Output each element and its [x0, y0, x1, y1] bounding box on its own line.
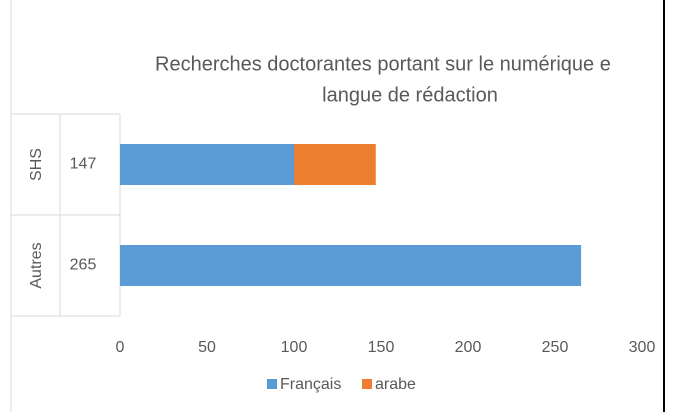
legend-label: Français	[280, 376, 341, 393]
x-tick-label: 0	[116, 339, 125, 356]
bar-segment	[294, 144, 376, 185]
chart-title: Recherches doctorantes portant sur le nu…	[155, 53, 611, 75]
x-tick-label: 300	[629, 339, 656, 356]
x-tick-label: 100	[281, 339, 308, 356]
legend-swatch	[267, 379, 277, 389]
category-label: 265	[70, 257, 97, 274]
category-group-label: Autres	[28, 242, 45, 288]
category-group-label: SHS	[28, 148, 45, 181]
category-label: 147	[70, 156, 97, 173]
chart-title: langue de rédaction	[322, 84, 498, 106]
bar-segment	[120, 144, 294, 185]
legend-swatch	[362, 379, 372, 389]
x-tick-label: 200	[455, 339, 482, 356]
x-tick-label: 50	[198, 339, 216, 356]
x-tick-label: 150	[368, 339, 395, 356]
bar-segment	[120, 245, 582, 286]
x-tick-label: 250	[542, 339, 569, 356]
legend-label: arabe	[375, 376, 416, 393]
